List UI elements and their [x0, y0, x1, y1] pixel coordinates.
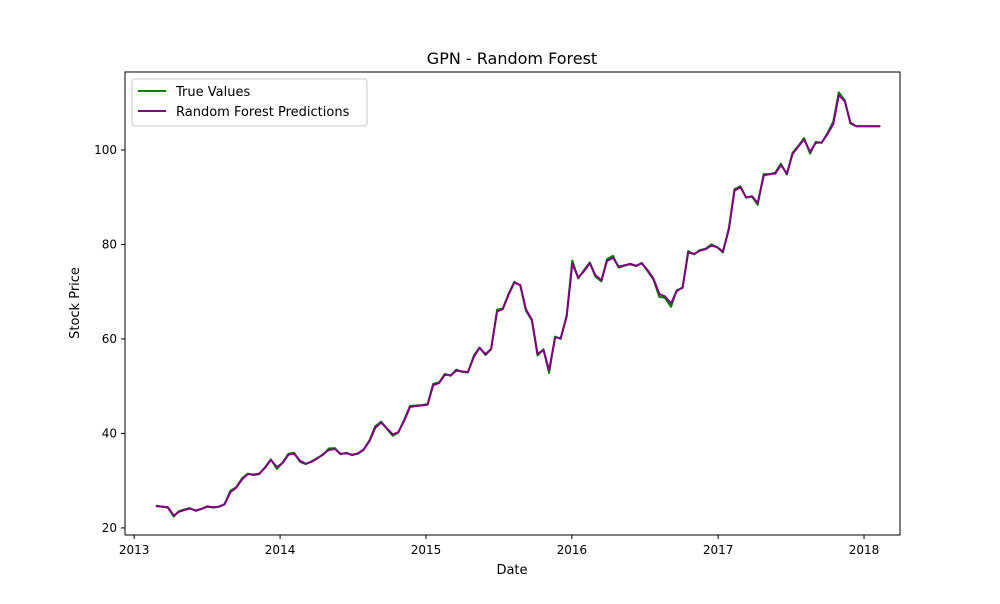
- x-tick-label: 2018: [849, 543, 880, 557]
- x-axis-label: Date: [496, 563, 527, 578]
- x-tick-label: 2014: [265, 543, 296, 557]
- y-tick-label: 40: [102, 426, 117, 440]
- y-axis-label: Stock Price: [68, 267, 83, 339]
- legend: True Values Random Forest Predictions: [131, 78, 368, 127]
- legend-label: Random Forest Predictions: [176, 105, 350, 120]
- y-tick-label: 20: [102, 521, 117, 535]
- y-axis: 20 40 60 80 100: [94, 143, 125, 535]
- legend-label: True Values: [175, 85, 250, 100]
- x-tick-label: 2015: [411, 543, 442, 557]
- y-tick-label: 80: [102, 237, 117, 251]
- chart-title: GPN - Random Forest: [427, 49, 597, 68]
- y-tick-label: 100: [94, 143, 117, 157]
- x-axis: 2013 2014 2015 2016 2017 2018: [119, 535, 879, 557]
- x-tick-label: 2013: [119, 543, 150, 557]
- series-line-random-forest-predictions: [155, 94, 881, 517]
- x-tick-label: 2017: [703, 543, 734, 557]
- plot-area-frame: [124, 71, 901, 536]
- x-tick-label: 2016: [557, 543, 588, 557]
- series-layer: [155, 91, 881, 518]
- legend-box: [131, 78, 368, 127]
- y-tick-label: 60: [102, 332, 117, 346]
